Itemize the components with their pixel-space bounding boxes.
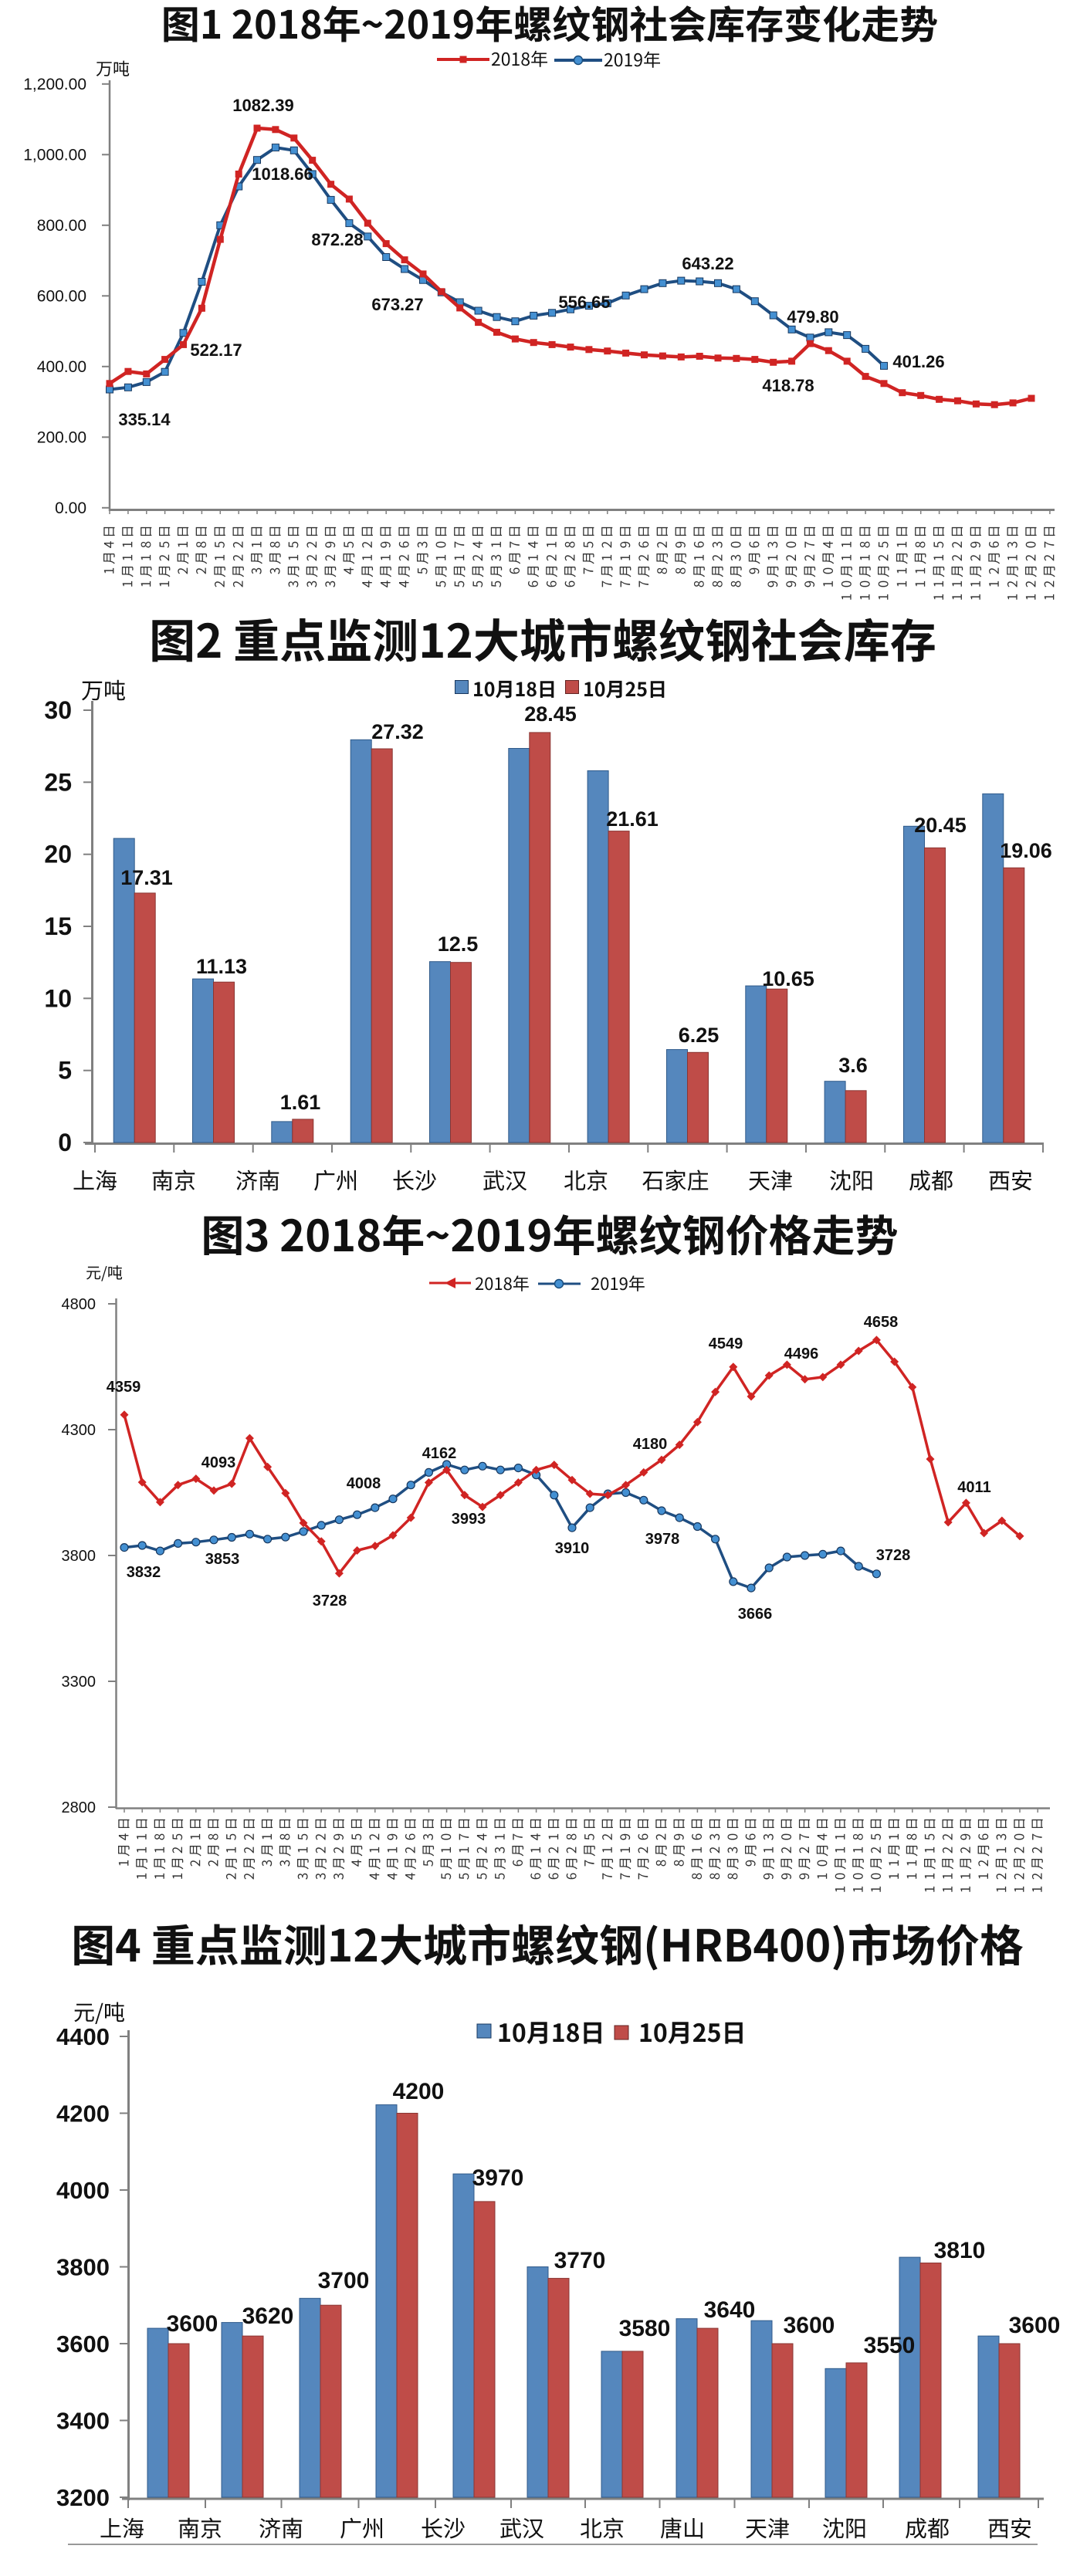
svg-text:20: 20 (44, 841, 72, 868)
svg-text:3300: 3300 (62, 1674, 97, 1691)
svg-text:872.28: 872.28 (311, 230, 363, 249)
svg-text:5: 5 (58, 1057, 72, 1085)
svg-text:400.00: 400.00 (37, 358, 86, 376)
svg-text:3600: 3600 (1009, 2313, 1061, 2338)
svg-text:673.27: 673.27 (371, 295, 423, 314)
svg-text:4496: 4496 (784, 1346, 819, 1362)
svg-text:15: 15 (44, 912, 72, 940)
svg-text:21.61: 21.61 (606, 807, 659, 831)
svg-text:401.26: 401.26 (892, 352, 944, 371)
svg-text:4359: 4359 (107, 1379, 141, 1396)
svg-text:3550: 3550 (864, 2333, 916, 2358)
svg-text:4200: 4200 (56, 2100, 110, 2127)
svg-text:3993: 3993 (452, 1511, 486, 1528)
svg-text:0.00: 0.00 (55, 499, 86, 517)
svg-text:1082.39: 1082.39 (232, 96, 294, 115)
svg-text:4200: 4200 (393, 2079, 445, 2104)
svg-text:335.14: 335.14 (118, 410, 171, 429)
svg-text:3770: 3770 (554, 2248, 606, 2273)
svg-text:643.22: 643.22 (682, 254, 733, 273)
svg-text:4549: 4549 (709, 1335, 743, 1352)
svg-text:3728: 3728 (876, 1547, 911, 1564)
svg-text:3910: 3910 (555, 1540, 590, 1557)
svg-text:3853: 3853 (205, 1551, 240, 1568)
svg-text:800.00: 800.00 (37, 217, 86, 235)
svg-text:11.13: 11.13 (196, 955, 247, 978)
svg-text:3810: 3810 (934, 2238, 986, 2263)
svg-text:3970: 3970 (472, 2165, 524, 2191)
svg-text:4180: 4180 (633, 1436, 668, 1453)
svg-text:28.45: 28.45 (524, 702, 577, 726)
svg-text:3832: 3832 (127, 1564, 161, 1581)
svg-text:4800: 4800 (62, 1296, 97, 1313)
svg-text:3600: 3600 (784, 2313, 835, 2338)
svg-text:3.6: 3.6 (838, 1054, 868, 1077)
svg-text:25: 25 (44, 768, 72, 796)
svg-text:20.45: 20.45 (914, 814, 967, 837)
svg-text:418.78: 418.78 (762, 376, 814, 395)
svg-text:2800: 2800 (62, 1799, 97, 1816)
svg-text:12.5: 12.5 (438, 933, 479, 956)
svg-text:3800: 3800 (62, 1548, 97, 1565)
svg-text:10: 10 (44, 984, 72, 1012)
svg-text:3800: 3800 (56, 2254, 110, 2281)
svg-text:4008: 4008 (347, 1475, 381, 1492)
svg-text:522.17: 522.17 (190, 340, 242, 360)
svg-text:3600: 3600 (56, 2331, 110, 2358)
svg-text:3666: 3666 (738, 1606, 773, 1623)
svg-text:3640: 3640 (704, 2297, 756, 2323)
svg-text:10.65: 10.65 (762, 967, 814, 990)
svg-text:3400: 3400 (56, 2408, 110, 2435)
svg-text:3700: 3700 (318, 2268, 370, 2293)
svg-text:200.00: 200.00 (37, 428, 86, 446)
svg-text:4658: 4658 (864, 1314, 899, 1331)
svg-text:27.32: 27.32 (371, 720, 424, 743)
svg-text:3600: 3600 (167, 2311, 218, 2337)
svg-text:3580: 3580 (619, 2316, 671, 2341)
svg-text:4300: 4300 (62, 1422, 97, 1439)
svg-text:3620: 3620 (242, 2304, 294, 2329)
svg-text:0: 0 (58, 1129, 72, 1156)
svg-text:4400: 4400 (56, 2023, 110, 2050)
svg-text:1,200.00: 1,200.00 (23, 76, 86, 93)
svg-text:4162: 4162 (422, 1445, 457, 1462)
svg-text:17.31: 17.31 (120, 866, 173, 889)
svg-text:4093: 4093 (201, 1454, 236, 1471)
svg-text:4000: 4000 (56, 2177, 110, 2204)
svg-text:1,000.00: 1,000.00 (23, 146, 86, 164)
svg-text:3200: 3200 (56, 2484, 110, 2511)
svg-text:3978: 3978 (645, 1531, 680, 1548)
svg-text:556.65: 556.65 (558, 293, 610, 312)
svg-text:1018.66: 1018.66 (252, 164, 313, 184)
svg-text:19.06: 19.06 (1000, 839, 1052, 862)
svg-text:3728: 3728 (313, 1593, 347, 1610)
svg-text:479.80: 479.80 (787, 307, 838, 327)
svg-text:4011: 4011 (957, 1479, 990, 1496)
svg-text:1.61: 1.61 (280, 1091, 321, 1114)
svg-text:600.00: 600.00 (37, 287, 86, 305)
svg-text:30: 30 (44, 696, 72, 724)
svg-text:6.25: 6.25 (679, 1024, 720, 1047)
